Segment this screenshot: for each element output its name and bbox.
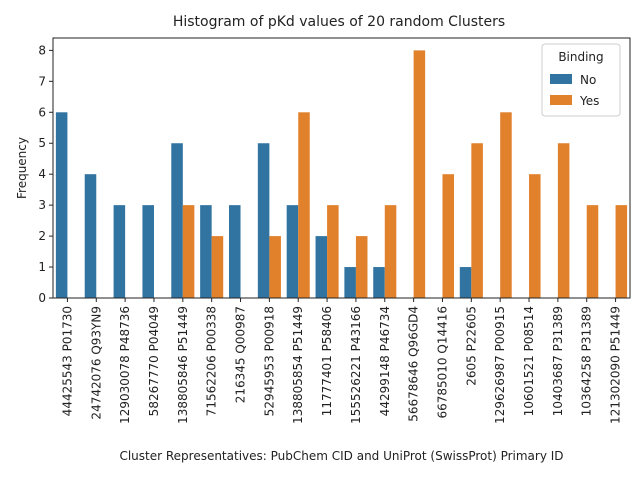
x-tick-label: 52945953 P00918: [262, 306, 276, 416]
y-tick-label: 0: [38, 291, 46, 305]
x-tick-label: 10601521 P08514: [522, 306, 536, 416]
x-axis: 44425543 P01730 24742076 Q93YN9 129030078 …: [60, 298, 623, 424]
bar-yes-9: [327, 205, 339, 298]
x-tick-label: 138805854 P51449: [291, 306, 305, 424]
bar-yes-11: [384, 205, 397, 298]
plot-frame: [52, 37, 631, 299]
bars-group: [55, 50, 628, 298]
bar-no-1: [84, 174, 97, 298]
x-tick-label: 56678646 Q96GD4: [407, 306, 421, 422]
bar-no-6: [228, 205, 241, 298]
y-tick-label: 7: [38, 74, 46, 88]
x-tick-label: 24742076 Q93YN9: [89, 306, 103, 420]
bar-yes-17: [557, 143, 570, 298]
x-tick-label: 11777401 P58406: [320, 306, 334, 416]
bar-no-8: [286, 205, 299, 298]
bar-yes-8: [298, 112, 310, 298]
y-tick-label: 3: [38, 198, 46, 212]
legend-label-yes: Yes: [579, 94, 599, 108]
legend: Binding No Yes: [541, 43, 621, 117]
y-axis: 0 1 2 3 4 5 6 7 8: [38, 43, 53, 305]
y-tick-label: 1: [38, 260, 46, 274]
bar-yes-7: [269, 236, 281, 298]
x-tick-label: 71562206 P00338: [205, 306, 219, 416]
bar-no-5: [200, 205, 212, 298]
bar-no-4: [171, 143, 183, 298]
legend-swatch-yes: [550, 95, 572, 105]
bar-yes-10: [355, 236, 368, 298]
bar-no-9: [315, 236, 328, 298]
legend-swatch-no: [550, 74, 572, 84]
legend-items: No Yes: [550, 73, 599, 108]
x-tick-label: 216345 Q00987: [234, 306, 248, 403]
x-tick-label: 10364258 P31389: [580, 306, 594, 416]
bar-no-14: [459, 267, 472, 298]
bar-yes-15: [500, 112, 512, 298]
y-tick-label: 4: [38, 167, 46, 181]
bar-yes-4: [182, 205, 195, 298]
x-tick-label: 44425543 P01730: [60, 306, 74, 416]
x-tick-label: 66785010 Q14416: [435, 306, 449, 419]
x-axis-title: Cluster Representatives: PubChem CID and…: [119, 449, 563, 463]
bar-yes-12: [413, 50, 426, 298]
bar-yes-19: [615, 205, 628, 298]
bar-no-10: [344, 267, 356, 298]
bar-no-11: [373, 267, 385, 298]
y-axis-title: Frequency: [15, 137, 29, 199]
y-tick-label: 6: [38, 105, 46, 119]
x-tick-label: 10403687 P31389: [551, 306, 565, 416]
bar-yes-18: [586, 205, 599, 298]
bar-yes-14: [471, 143, 483, 298]
y-tick-label: 8: [38, 43, 46, 57]
chart-title: Histogram of pKd values of 20 random Clu…: [173, 14, 505, 30]
bar-no-3: [142, 205, 154, 298]
bar-yes-16: [529, 174, 541, 298]
bar-no-2: [113, 205, 126, 298]
y-tick-label: 5: [38, 136, 46, 150]
x-tick-label: 58267770 P04049: [147, 306, 161, 416]
bar-no-0: [55, 112, 68, 298]
legend-title: Binding: [558, 50, 603, 64]
x-tick-label: 121302090 P51449: [609, 306, 623, 424]
x-tick-label: 138805846 P51449: [176, 306, 190, 424]
bar-yes-13: [442, 174, 455, 298]
x-tick-label: 155526221 P43166: [349, 306, 363, 424]
legend-label-no: No: [580, 73, 596, 87]
bar-no-7: [257, 143, 270, 298]
y-tick-label: 2: [38, 229, 46, 243]
x-tick-label: 129626987 P00915: [493, 306, 507, 424]
x-tick-label: 2605 P22605: [464, 306, 478, 386]
x-tick-label: 44299148 P46734: [378, 306, 392, 416]
bar-yes-5: [211, 236, 224, 298]
x-tick-label: 129030078 P48736: [118, 306, 132, 424]
